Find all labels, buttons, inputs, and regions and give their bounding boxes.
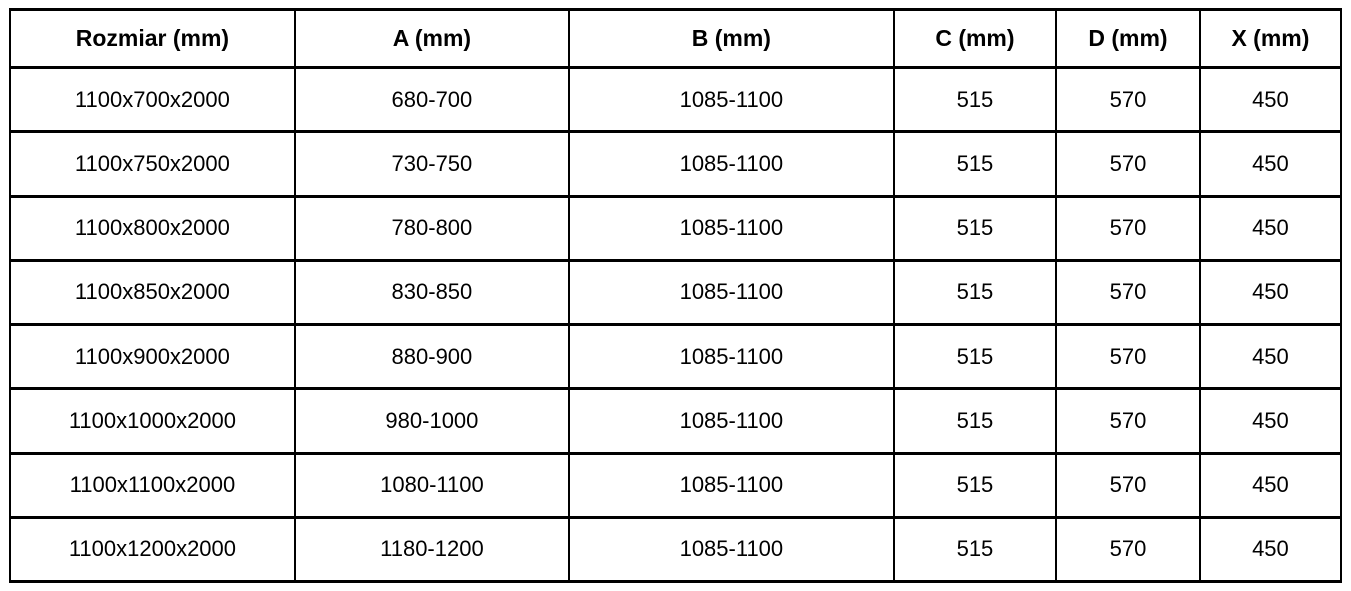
column-header-x: X (mm) bbox=[1198, 8, 1343, 69]
cell-rozmiar: 1100x750x2000 bbox=[9, 130, 296, 198]
cell-x: 450 bbox=[1198, 65, 1343, 134]
cell-rozmiar: 1100x700x2000 bbox=[9, 65, 296, 134]
cell-a: 1180-1200 bbox=[293, 515, 571, 584]
table-header-row: Rozmiar (mm) A (mm) B (mm) C (mm) D (mm)… bbox=[9, 8, 1343, 69]
cell-x: 450 bbox=[1198, 387, 1343, 455]
cell-x: 450 bbox=[1198, 194, 1343, 262]
cell-b: 1085-1100 bbox=[568, 194, 895, 262]
cell-c: 515 bbox=[892, 451, 1058, 519]
table-row: 1100x900x2000 880-900 1085-1100 515 570 … bbox=[9, 322, 1343, 391]
cell-c: 515 bbox=[892, 194, 1058, 262]
cell-a: 830-850 bbox=[293, 258, 571, 327]
cell-a: 1080-1100 bbox=[293, 451, 571, 519]
cell-b: 1085-1100 bbox=[568, 130, 895, 198]
cell-b: 1085-1100 bbox=[568, 65, 895, 134]
column-header-b: B (mm) bbox=[568, 8, 895, 69]
cell-b: 1085-1100 bbox=[568, 451, 895, 519]
cell-a: 980-1000 bbox=[293, 387, 571, 455]
column-header-d: D (mm) bbox=[1055, 8, 1201, 69]
cell-c: 515 bbox=[892, 258, 1058, 327]
table-row: 1100x750x2000 730-750 1085-1100 515 570 … bbox=[9, 130, 1343, 198]
table-row: 1100x1200x2000 1180-1200 1085-1100 515 5… bbox=[9, 515, 1343, 584]
cell-a: 780-800 bbox=[293, 194, 571, 262]
cell-c: 515 bbox=[892, 387, 1058, 455]
cell-x: 450 bbox=[1198, 322, 1343, 391]
table-row: 1100x700x2000 680-700 1085-1100 515 570 … bbox=[9, 65, 1343, 134]
column-header-a: A (mm) bbox=[293, 8, 571, 69]
cell-c: 515 bbox=[892, 65, 1058, 134]
cell-c: 515 bbox=[892, 515, 1058, 584]
cell-rozmiar: 1100x850x2000 bbox=[9, 258, 296, 327]
cell-b: 1085-1100 bbox=[568, 322, 895, 391]
cell-rozmiar: 1100x1100x2000 bbox=[9, 451, 296, 519]
cell-b: 1085-1100 bbox=[568, 387, 895, 455]
size-specification-table: Rozmiar (mm) A (mm) B (mm) C (mm) D (mm)… bbox=[9, 8, 1343, 584]
cell-a: 680-700 bbox=[293, 65, 571, 134]
table-row: 1100x850x2000 830-850 1085-1100 515 570 … bbox=[9, 258, 1343, 327]
cell-c: 515 bbox=[892, 322, 1058, 391]
cell-a: 880-900 bbox=[293, 322, 571, 391]
cell-d: 570 bbox=[1055, 194, 1201, 262]
cell-x: 450 bbox=[1198, 515, 1343, 584]
cell-x: 450 bbox=[1198, 258, 1343, 327]
cell-rozmiar: 1100x800x2000 bbox=[9, 194, 296, 262]
cell-d: 570 bbox=[1055, 130, 1201, 198]
cell-d: 570 bbox=[1055, 322, 1201, 391]
cell-rozmiar: 1100x1000x2000 bbox=[9, 387, 296, 455]
cell-d: 570 bbox=[1055, 387, 1201, 455]
cell-d: 570 bbox=[1055, 65, 1201, 134]
table-row: 1100x1100x2000 1080-1100 1085-1100 515 5… bbox=[9, 451, 1343, 519]
cell-a: 730-750 bbox=[293, 130, 571, 198]
table-row: 1100x1000x2000 980-1000 1085-1100 515 57… bbox=[9, 387, 1343, 455]
cell-d: 570 bbox=[1055, 451, 1201, 519]
cell-c: 515 bbox=[892, 130, 1058, 198]
cell-b: 1085-1100 bbox=[568, 515, 895, 584]
cell-d: 570 bbox=[1055, 258, 1201, 327]
table-row: 1100x800x2000 780-800 1085-1100 515 570 … bbox=[9, 194, 1343, 262]
cell-rozmiar: 1100x1200x2000 bbox=[9, 515, 296, 584]
cell-b: 1085-1100 bbox=[568, 258, 895, 327]
column-header-rozmiar: Rozmiar (mm) bbox=[9, 8, 296, 69]
cell-x: 450 bbox=[1198, 130, 1343, 198]
cell-d: 570 bbox=[1055, 515, 1201, 584]
cell-x: 450 bbox=[1198, 451, 1343, 519]
cell-rozmiar: 1100x900x2000 bbox=[9, 322, 296, 391]
column-header-c: C (mm) bbox=[892, 8, 1058, 69]
